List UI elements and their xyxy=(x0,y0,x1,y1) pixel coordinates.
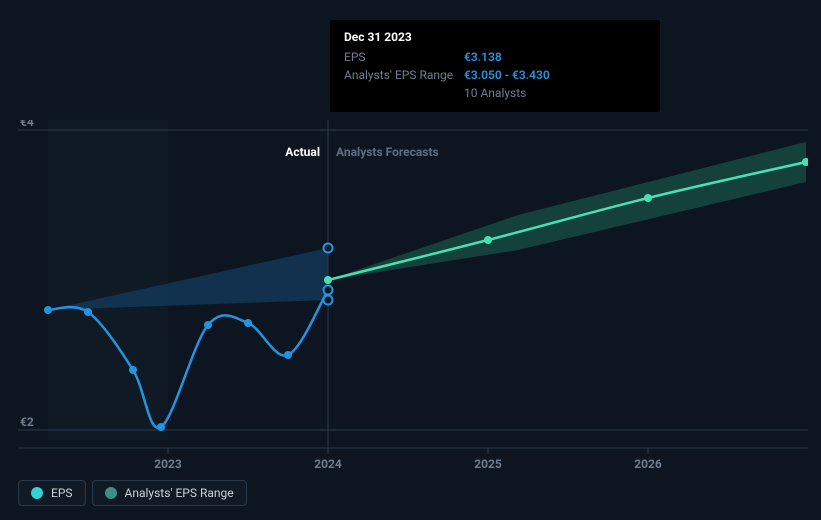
x-tick-label: 2026 xyxy=(634,457,662,470)
forecast-point xyxy=(484,236,492,244)
tooltip-range-label: Analysts' EPS Range xyxy=(344,66,464,84)
actual-point xyxy=(44,306,52,314)
legend: EPS Analysts' EPS Range xyxy=(18,480,247,506)
eps-chart[interactable]: €4€2ActualAnalysts Forecasts202320242025… xyxy=(18,120,808,440)
legend-swatch xyxy=(105,487,117,499)
actual-label: Actual xyxy=(285,145,320,159)
y-tick-label: €4 xyxy=(20,120,34,129)
hover-marker xyxy=(324,296,333,305)
y-tick-label: €2 xyxy=(20,415,34,429)
tooltip-range-value: €3.050 - €3.430 xyxy=(464,66,550,84)
actual-point xyxy=(157,423,165,431)
actual-point xyxy=(204,321,212,329)
tooltip-analysts-count: 10 Analysts xyxy=(464,84,646,102)
tooltip-date: Dec 31 2023 xyxy=(344,28,646,46)
x-tick-label: 2025 xyxy=(474,457,502,470)
tooltip-eps-label: EPS xyxy=(344,48,464,66)
x-tick-label: 2024 xyxy=(314,457,342,470)
forecast-point xyxy=(324,276,332,284)
chart-svg: €4 €2 Actual Analysts Forecasts 2023 2024 2025… xyxy=(18,120,808,470)
historic-shade xyxy=(48,120,168,440)
x-tick-label: 2023 xyxy=(154,457,182,470)
legend-swatch xyxy=(31,487,43,499)
legend-eps[interactable]: EPS xyxy=(18,480,86,506)
hover-marker xyxy=(324,244,333,253)
legend-label: Analysts' EPS Range xyxy=(125,486,234,500)
actual-point xyxy=(244,319,252,327)
forecast-range-area xyxy=(328,142,806,280)
legend-range[interactable]: Analysts' EPS Range xyxy=(92,480,247,506)
forecast-point xyxy=(644,194,652,202)
chart-tooltip: Dec 31 2023 EPS €3.138 Analysts' EPS Ran… xyxy=(330,20,660,112)
tooltip-eps-value: €3.138 xyxy=(464,48,502,66)
actual-point xyxy=(284,351,292,359)
actual-point xyxy=(84,308,92,316)
legend-label: EPS xyxy=(51,486,73,500)
actual-point xyxy=(129,366,137,374)
forecast-label: Analysts Forecasts xyxy=(336,145,439,159)
hover-marker xyxy=(324,286,333,295)
